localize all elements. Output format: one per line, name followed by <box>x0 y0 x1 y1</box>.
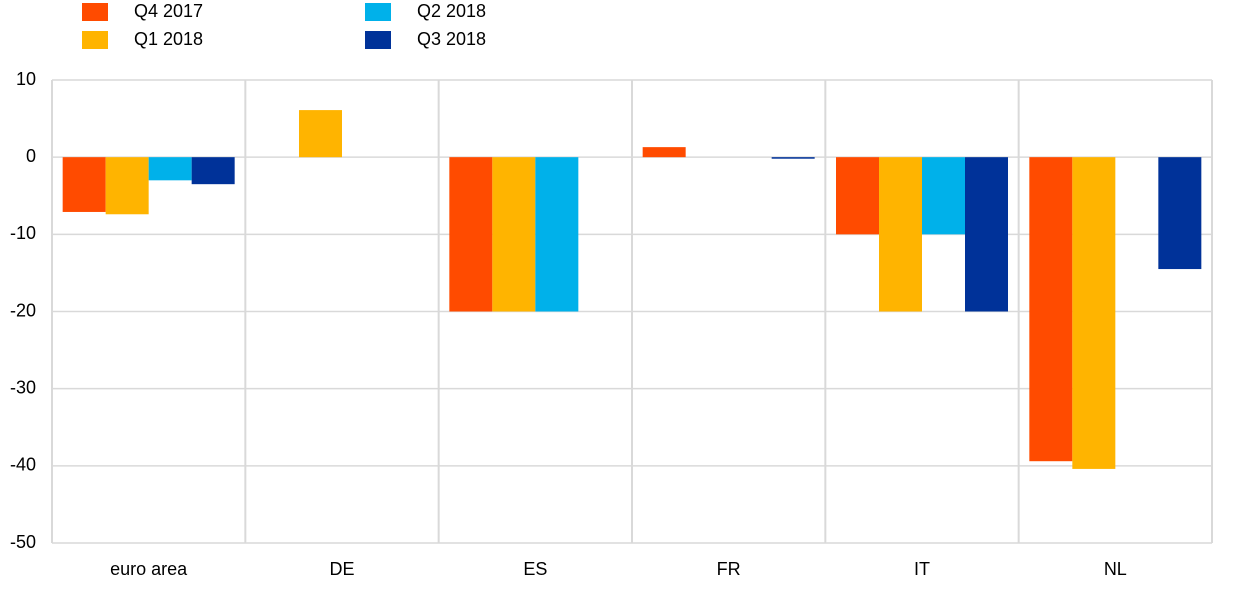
x-tick-label: ES <box>523 559 547 579</box>
y-tick-label: 0 <box>26 146 36 166</box>
bar <box>771 157 815 159</box>
x-tick-label: IT <box>914 559 930 579</box>
y-tick-label: -30 <box>10 377 36 397</box>
bar <box>836 157 879 235</box>
bar <box>449 157 493 312</box>
x-tick-label: NL <box>1104 559 1127 579</box>
bar <box>1072 157 1116 469</box>
bar <box>965 157 1008 312</box>
y-tick-label: -10 <box>10 223 36 243</box>
y-tick-label: 10 <box>16 69 36 89</box>
x-tick-label: euro area <box>110 559 188 579</box>
y-tick-label: -50 <box>10 532 36 552</box>
x-tick-label: DE <box>329 559 354 579</box>
y-tick-label: -40 <box>10 455 36 475</box>
bar <box>299 110 342 158</box>
bar <box>1158 157 1202 270</box>
bar <box>535 157 579 312</box>
bar <box>148 157 192 181</box>
bar <box>879 157 922 312</box>
bar <box>492 157 536 312</box>
legend-swatch <box>82 31 108 49</box>
bar <box>105 157 149 215</box>
legend-swatch <box>365 31 391 49</box>
legend-swatch <box>365 3 391 21</box>
legend-swatch <box>82 3 108 21</box>
legend-label: Q3 2018 <box>417 29 486 49</box>
bar <box>191 157 235 185</box>
bar <box>1029 157 1073 462</box>
bar <box>922 157 965 235</box>
x-tick-label: FR <box>717 559 741 579</box>
legend-label: Q4 2017 <box>134 1 203 21</box>
legend-label: Q2 2018 <box>417 1 486 21</box>
y-tick-label: -20 <box>10 300 36 320</box>
bar <box>62 157 106 212</box>
legend-label: Q1 2018 <box>134 29 203 49</box>
bar <box>642 147 686 158</box>
